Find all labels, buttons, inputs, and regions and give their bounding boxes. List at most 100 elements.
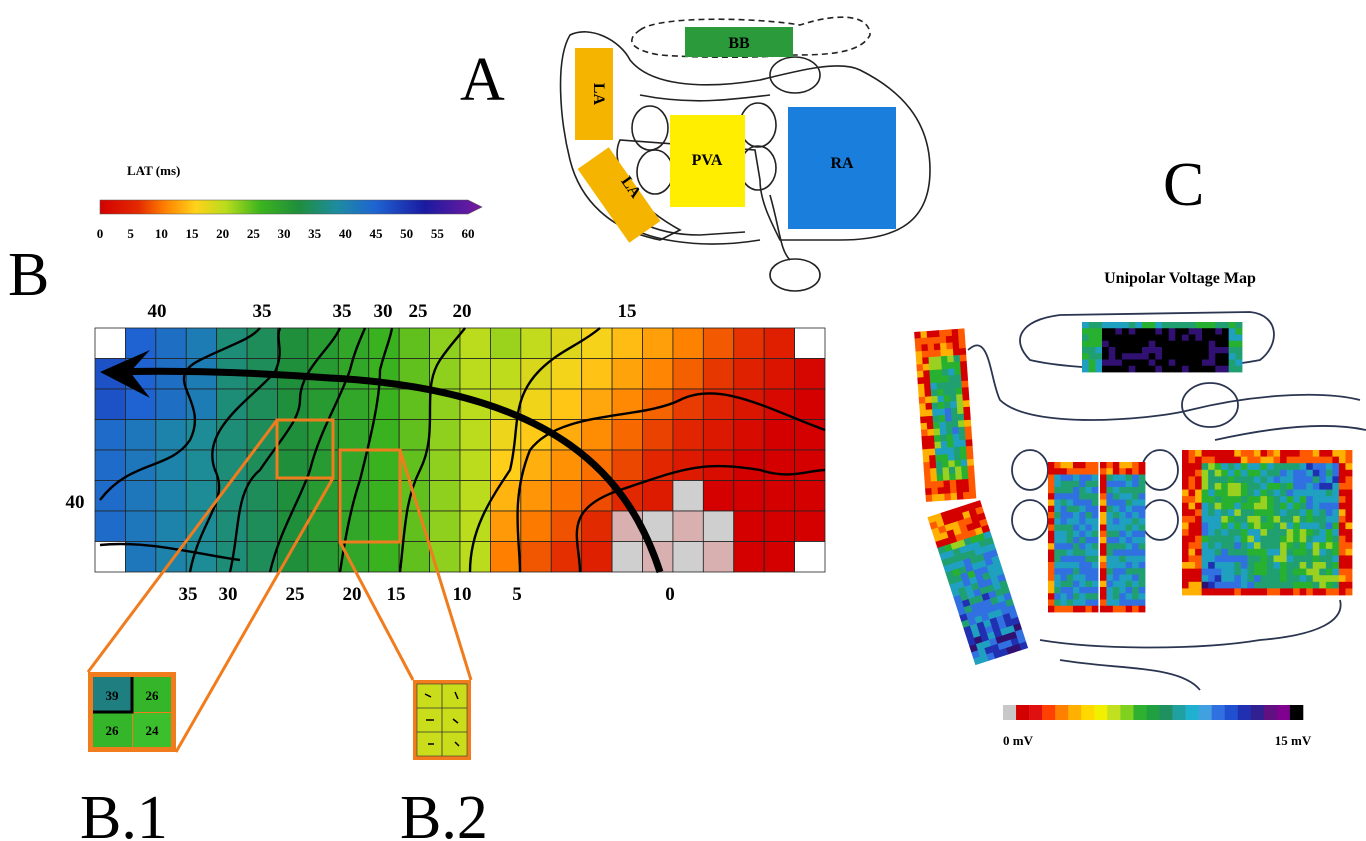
voltage-cell xyxy=(1280,457,1287,464)
voltage-cell xyxy=(1092,593,1099,600)
colorbar-band xyxy=(1225,705,1238,720)
voltage-cell xyxy=(1129,347,1136,354)
voltage-cell xyxy=(1086,493,1093,500)
voltage-cell xyxy=(1149,353,1156,360)
voltage-cell xyxy=(1195,588,1202,595)
voltage-cell xyxy=(1115,335,1122,342)
voltage-cell xyxy=(1293,483,1300,490)
voltage-cell xyxy=(929,363,936,370)
voltage-cell xyxy=(1215,575,1222,582)
map-cell xyxy=(399,328,429,359)
voltage-cell xyxy=(1274,509,1281,516)
colorbar-tick-label: 20 xyxy=(216,226,229,241)
map-cell xyxy=(521,328,551,359)
voltage-cell xyxy=(1139,587,1146,594)
voltage-cell xyxy=(1142,322,1149,329)
map-cell xyxy=(703,420,733,451)
isochrone-label: 30 xyxy=(219,584,238,605)
voltage-cell xyxy=(1293,588,1300,595)
map-cell xyxy=(95,420,125,451)
voltage-cell xyxy=(1054,487,1061,494)
voltage-cell xyxy=(936,369,943,376)
voltage-cell xyxy=(945,415,952,422)
voltage-cell xyxy=(1300,542,1307,549)
voltage-cell xyxy=(1054,500,1061,507)
voltage-cell xyxy=(1306,470,1313,477)
voltage-cell xyxy=(1132,550,1139,557)
voltage-cell xyxy=(1126,531,1133,538)
voltage-cell xyxy=(957,407,964,414)
voltage-cell xyxy=(1267,490,1274,497)
voltage-cell xyxy=(1300,575,1307,582)
voltage-cell xyxy=(962,479,969,486)
colorbar-tick-label: 5 xyxy=(127,226,134,241)
voltage-cell xyxy=(1182,503,1189,510)
voltage-cell xyxy=(1092,518,1099,525)
voltage-cell xyxy=(1048,475,1055,482)
voltage-cell xyxy=(1234,549,1241,556)
voltage-cell xyxy=(926,495,933,502)
voltage-cell xyxy=(1195,347,1202,354)
map-cell xyxy=(217,420,247,451)
voltage-cell xyxy=(1182,450,1189,457)
voltage-cell xyxy=(1202,476,1209,483)
voltage-cell xyxy=(1079,481,1086,488)
voltage-cell xyxy=(1135,360,1142,367)
voltage-cell xyxy=(1073,487,1080,494)
voltage-cell xyxy=(1054,525,1061,532)
voltage-cell xyxy=(1169,366,1176,373)
voltage-cell xyxy=(1300,509,1307,516)
voltage-cell xyxy=(1319,529,1326,536)
voltage-cell xyxy=(1126,593,1133,600)
voltage-cell xyxy=(1208,575,1215,582)
voltage-cell xyxy=(1280,555,1287,562)
voltage-cell xyxy=(1260,483,1267,490)
colorbar-tick-label: 30 xyxy=(278,226,291,241)
voltage-cell xyxy=(1100,531,1107,538)
voltage-cell xyxy=(1048,500,1055,507)
voltage-cell xyxy=(1215,569,1222,576)
voltage-cell xyxy=(1073,475,1080,482)
voltage-cell xyxy=(1106,518,1113,525)
voltage-cell xyxy=(928,357,935,364)
voltage-cell xyxy=(1274,490,1281,497)
voltage-cell xyxy=(1126,487,1133,494)
voltage-cell xyxy=(1267,450,1274,457)
voltage-cell xyxy=(1086,500,1093,507)
voltage-cell xyxy=(1267,529,1274,536)
voltage-cell xyxy=(1106,587,1113,594)
voltage-cell xyxy=(1100,556,1107,563)
voltage-cell xyxy=(1254,483,1261,490)
voltage-cell xyxy=(1254,569,1261,576)
map-cell xyxy=(125,389,155,420)
voltage-cell xyxy=(1195,328,1202,335)
voltage-cell xyxy=(1102,341,1109,348)
voltage-cell xyxy=(1149,360,1156,367)
voltage-cell xyxy=(1274,569,1281,576)
voltage-cell xyxy=(1326,509,1333,516)
voltage-cell xyxy=(1126,537,1133,544)
voltage-cell xyxy=(1229,322,1236,329)
colorbar-band xyxy=(1290,705,1303,720)
voltage-cell xyxy=(1169,347,1176,354)
voltage-cell xyxy=(1119,581,1126,588)
voltage-cell xyxy=(1202,490,1209,497)
map-cell xyxy=(612,542,642,573)
voltage-cell xyxy=(1061,518,1068,525)
voltage-cell xyxy=(1326,523,1333,530)
voltage-cell xyxy=(1073,481,1080,488)
voltage-cell xyxy=(1086,575,1093,582)
voltage-cell xyxy=(1126,475,1133,482)
map-cell xyxy=(460,450,490,481)
voltage-cell xyxy=(1182,347,1189,354)
voltage-cell xyxy=(1082,353,1089,360)
voltage-cell xyxy=(1054,481,1061,488)
voltage-cell xyxy=(1326,582,1333,589)
voltage-cell xyxy=(951,408,958,415)
voltage-cell xyxy=(1339,562,1346,569)
voltage-cell xyxy=(1326,542,1333,549)
voltage-cell xyxy=(1155,347,1162,354)
voltage-cell xyxy=(922,442,929,449)
voltage-cell xyxy=(1100,593,1107,600)
map-cell xyxy=(734,481,764,512)
